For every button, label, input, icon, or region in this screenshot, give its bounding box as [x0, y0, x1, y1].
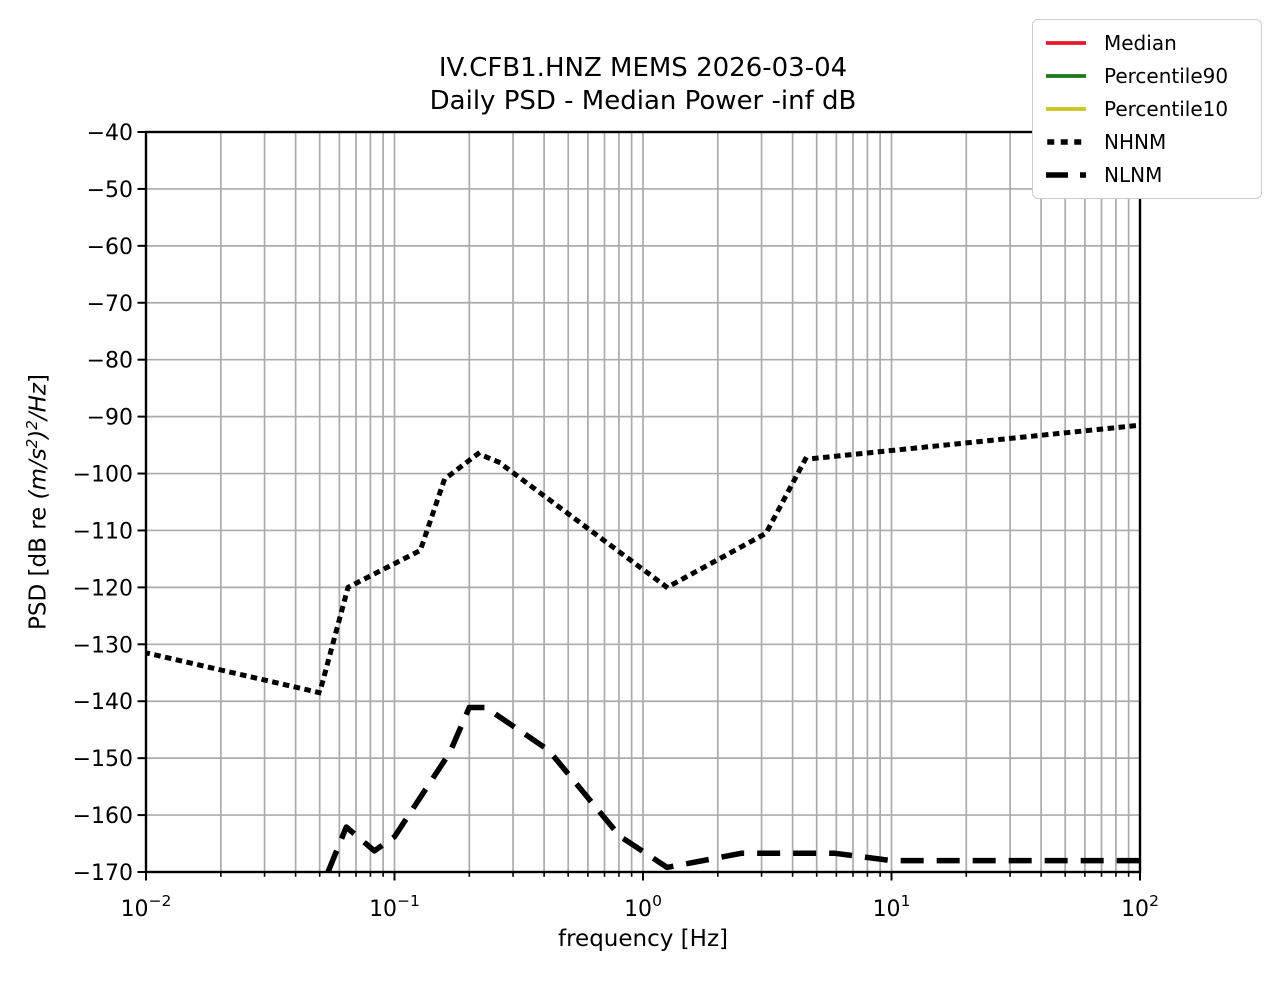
series-nhnm [146, 422, 1140, 696]
y-tick-label: −140 [73, 690, 133, 715]
y-tick-label: −170 [73, 861, 133, 886]
legend-label: Percentile90 [1104, 63, 1229, 88]
y-tick-label: −80 [87, 349, 133, 374]
y-tick-label: −50 [87, 178, 133, 203]
x-tick-label: 10−1 [369, 892, 420, 922]
legend: Median Percentile90 Percentile10 NHNM NLNM [1032, 19, 1262, 199]
x-tick-label: 102 [1121, 892, 1159, 922]
x-tick-label: 100 [624, 892, 662, 922]
series-group [146, 422, 1140, 872]
y-tick-label: −70 [87, 292, 133, 317]
legend-line-swatch [1046, 73, 1086, 78]
x-tick-label: 10−2 [121, 892, 172, 922]
y-tick-label: −160 [73, 804, 133, 829]
legend-line-swatch [1046, 172, 1086, 179]
y-axis-label-math: (m/s2)2/Hz [22, 383, 52, 500]
y-axis-label-prefix: PSD [dB re [25, 499, 52, 630]
legend-label: NHNM [1104, 130, 1167, 155]
chart-subtitle: Daily PSD - Median Power -inf dB [429, 86, 857, 116]
legend-line-swatch [1046, 107, 1086, 111]
y-tick-label: −110 [73, 519, 133, 544]
legend-line-swatch [1046, 40, 1086, 45]
y-tick-label: −120 [73, 576, 133, 601]
legend-item-median: Median [1043, 26, 1251, 59]
x-axis-label: frequency [Hz] [558, 926, 728, 952]
tick-labels: 10−2 10−1 100 101 102 −40 −50 −60 −70 −80 −90 −100 −… [73, 121, 1159, 922]
legend-item-nhnm: NHNM [1043, 126, 1251, 159]
legend-label: Median [1104, 30, 1177, 55]
gridlines [146, 132, 1140, 872]
y-tick-label: −40 [87, 121, 133, 146]
legend-item-percentile90: Percentile90 [1043, 59, 1251, 92]
y-tick-label: −90 [87, 406, 133, 431]
legend-label: NLNM [1104, 163, 1163, 188]
y-tick-label: −130 [73, 633, 133, 658]
chart-title: IV.CFB1.HNZ MEMS 2026-03-04 [438, 53, 848, 83]
y-axis-label-suffix: ] [25, 374, 52, 384]
legend-label: Percentile10 [1104, 96, 1229, 121]
y-axis-label: PSD [dB re (m/s2)2/Hz] [23, 374, 52, 630]
y-tick-label: −100 [73, 463, 133, 488]
legend-item-nlnm: NLNM [1043, 159, 1251, 192]
legend-item-percentile10: Percentile10 [1043, 92, 1251, 125]
series-nlnm [325, 704, 1140, 872]
y-tick-label: −150 [73, 747, 133, 772]
legend-line-swatch [1047, 139, 1085, 145]
y-tick-label: −60 [87, 235, 133, 260]
x-tick-label: 101 [873, 892, 911, 922]
axis-ticks [137, 131, 1141, 881]
